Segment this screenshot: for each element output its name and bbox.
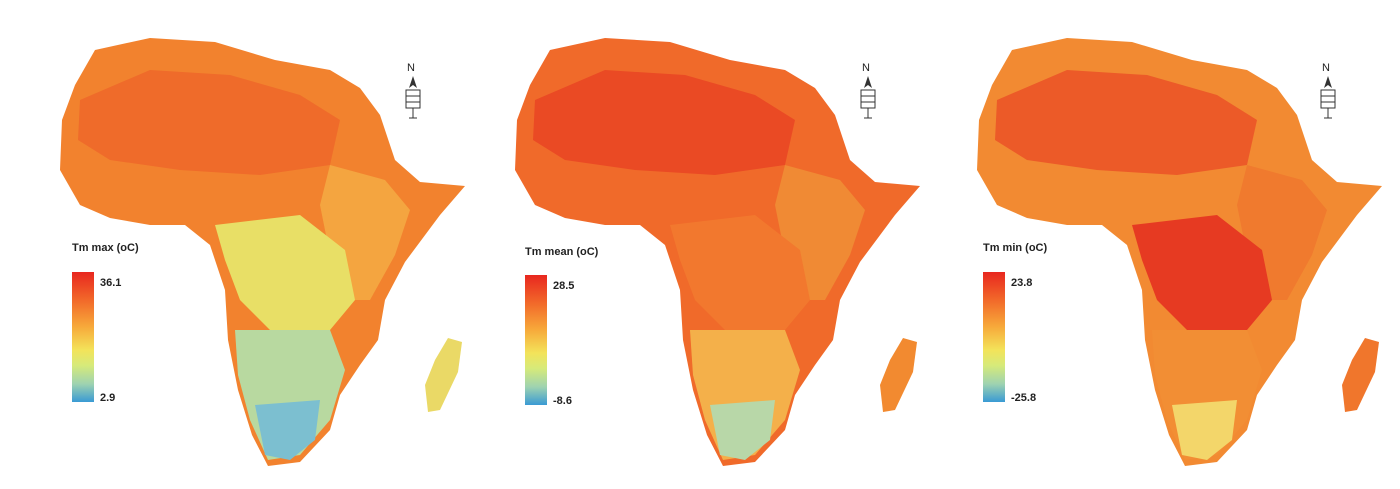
central-africa-region (215, 215, 355, 330)
north-arrow-icon: N (855, 62, 881, 122)
north-label: N (862, 62, 870, 74)
sahara-region (995, 70, 1257, 175)
legend-min-value: -25.8 (1011, 392, 1037, 404)
map-panel-tm-min: N Tm min (oC) 23.8 -25.8 (917, 0, 1383, 489)
central-africa-region (670, 215, 810, 330)
southern-tip-region (1172, 400, 1237, 460)
madagascar-island (425, 338, 462, 412)
north-arrow-icon: N (1315, 62, 1341, 122)
legend-max-value: 28.5 (553, 280, 575, 292)
southern-tip-region (255, 400, 320, 460)
sahara-region (78, 70, 340, 175)
color-scale-bar (72, 272, 94, 402)
legend-max-value: 36.1 (100, 277, 122, 289)
madagascar-island (1342, 338, 1379, 412)
africa-map-tm-mean (515, 38, 920, 466)
africa-map-tm-min (977, 38, 1382, 466)
color-scale-bar (525, 275, 547, 405)
north-arrow-icon: N (400, 62, 426, 122)
legend-title: Tm mean (oC) (525, 246, 599, 258)
map-panel-tm-max: N Tm max (oC) 36.1 2.9 (0, 0, 466, 489)
sahara-region (533, 70, 795, 175)
legend-min-value: 2.9 (100, 392, 116, 404)
madagascar-island (880, 338, 917, 412)
north-label: N (1322, 62, 1330, 74)
legend-title: Tm max (oC) (72, 242, 139, 254)
central-africa-region (1132, 215, 1272, 330)
north-label: N (407, 62, 415, 74)
map-panel-tm-mean: N Tm mean (oC) 28.5 -8.6 (455, 0, 921, 489)
legend-title: Tm min (oC) (983, 242, 1048, 254)
africa-map-tm-max (60, 38, 465, 466)
legend-max-value: 23.8 (1011, 277, 1033, 289)
southern-tip-region (710, 400, 775, 460)
color-scale-bar (983, 272, 1005, 402)
legend-min-value: -8.6 (553, 395, 572, 407)
